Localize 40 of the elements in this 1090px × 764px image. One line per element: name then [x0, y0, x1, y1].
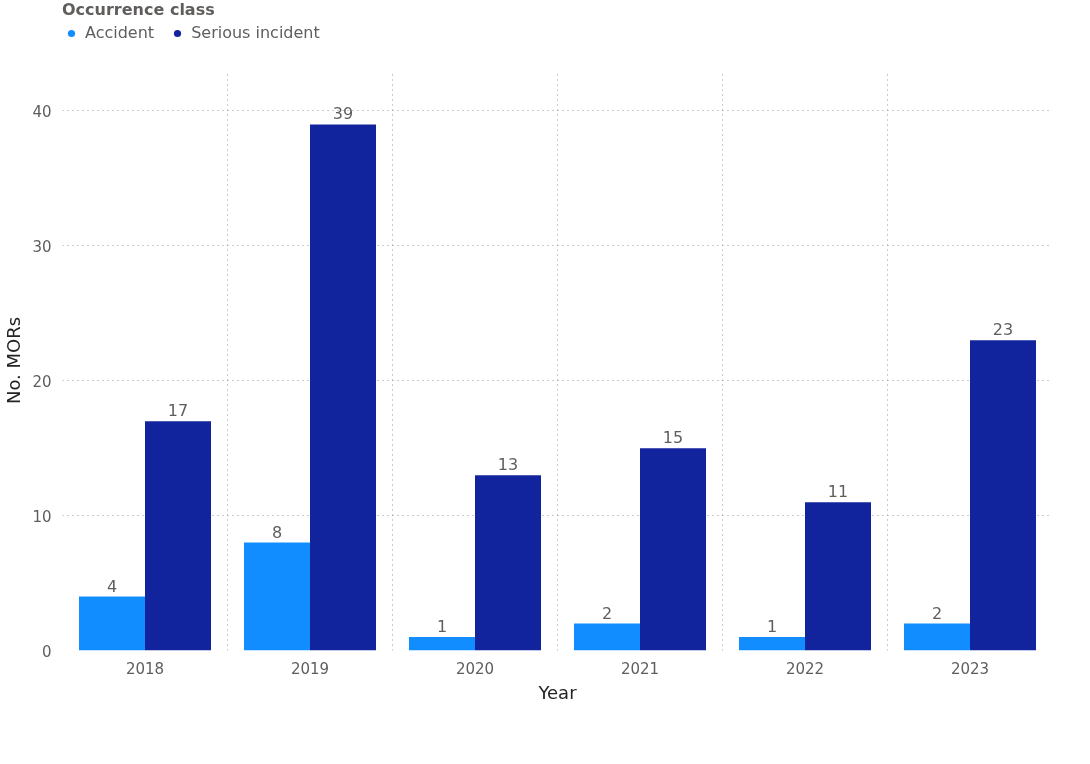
data-label: 8	[271, 522, 283, 542]
data-label: 15	[662, 428, 684, 448]
x-tick-label: 2022	[785, 659, 825, 678]
bar	[640, 448, 706, 651]
y-axis-title: No. MORs	[3, 316, 25, 405]
data-label: 13	[497, 455, 519, 475]
data-label: 2	[601, 603, 613, 623]
data-label: 1	[436, 617, 448, 637]
data-label: 4	[106, 576, 118, 596]
x-axis-title: Year	[537, 681, 578, 703]
bar	[970, 340, 1036, 651]
data-label: 23	[992, 320, 1014, 340]
x-tick-label: 2018	[125, 659, 165, 678]
x-tick-label: 2020	[455, 659, 495, 678]
y-tick-label: 0	[41, 642, 52, 661]
legend-label: Accident	[85, 23, 155, 42]
data-label: 11	[827, 482, 849, 502]
data-label: 39	[332, 104, 354, 124]
x-tick-label: 2021	[620, 659, 660, 678]
bar	[904, 623, 970, 651]
y-tick-label: 10	[32, 507, 52, 526]
data-label: 1	[766, 617, 778, 637]
data-label: 17	[167, 401, 189, 421]
x-tick-label: 2019	[290, 659, 330, 678]
bar	[310, 124, 376, 651]
bar	[79, 596, 145, 651]
x-tick-label: 2023	[950, 659, 990, 678]
legend-title: Occurrence class	[62, 0, 216, 19]
bar	[805, 502, 871, 651]
bar	[244, 542, 310, 651]
bar	[409, 637, 475, 651]
bar	[145, 421, 211, 651]
bar	[475, 475, 541, 651]
data-label: 2	[931, 603, 943, 623]
y-tick-label: 40	[32, 102, 52, 121]
bar	[739, 637, 805, 651]
y-tick-label: 20	[32, 372, 52, 391]
y-tick-label: 30	[32, 237, 52, 256]
bar	[574, 623, 640, 651]
legend-label: Serious incident	[191, 23, 320, 42]
